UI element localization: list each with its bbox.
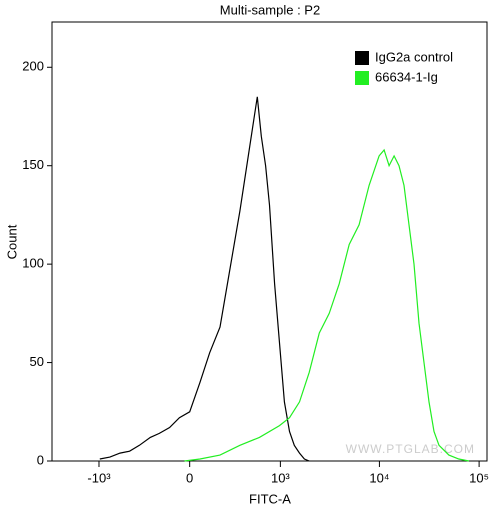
y-tick-label: 150: [22, 157, 44, 172]
y-tick-label: 200: [22, 59, 44, 74]
y-tick-label: 0: [37, 452, 44, 467]
y-axis-label: Count: [4, 224, 19, 259]
x-tick-label: -10³: [87, 470, 111, 485]
legend-label: 66634-1-Ig: [375, 69, 438, 84]
x-tick-label: 10³: [271, 470, 290, 485]
series-line: [184, 148, 470, 462]
x-tick-label: 10⁴: [369, 470, 389, 485]
legend-swatch: [355, 51, 369, 65]
legend-label: IgG2a control: [375, 49, 453, 64]
x-tick-label: 0: [186, 470, 193, 485]
x-axis-label: FITC-A: [249, 491, 291, 506]
y-tick-label: 100: [22, 256, 44, 271]
x-tick-label: 10⁵: [469, 470, 489, 485]
y-tick-label: 50: [30, 354, 44, 369]
plot-frame: [51, 21, 488, 462]
legend-swatch: [355, 71, 369, 85]
series-line: [99, 96, 310, 462]
chart-title: Multi-sample : P2: [220, 2, 320, 17]
watermark: WWW.PTGLAB.COM: [346, 442, 475, 456]
